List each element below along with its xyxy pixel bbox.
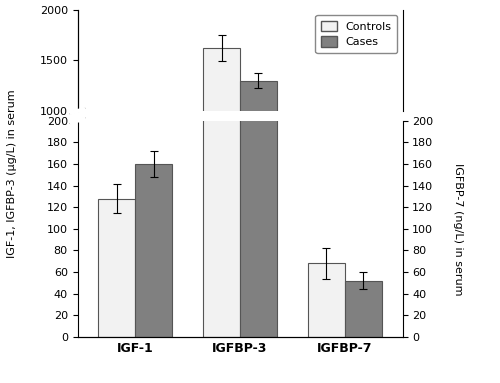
Bar (308, 206, 345, 213)
Bar (98, 200, 135, 213)
Bar (308, 264, 345, 337)
Bar (204, 0, 240, 337)
Bar (345, 207, 382, 213)
Bar (98, 198, 135, 337)
Bar (135, 196, 172, 213)
Text: IGF-1, IGFBP-3 (μg/L) in serum: IGF-1, IGFBP-3 (μg/L) in serum (8, 89, 18, 258)
Bar (345, 281, 382, 337)
Bar (240, 0, 277, 337)
Legend: Controls, Cases: Controls, Cases (316, 15, 397, 53)
Bar (204, 48, 240, 213)
Bar (135, 164, 172, 337)
Bar (240, 80, 277, 213)
Y-axis label: IGFBP-7 (ng/L) in serum: IGFBP-7 (ng/L) in serum (453, 163, 463, 295)
